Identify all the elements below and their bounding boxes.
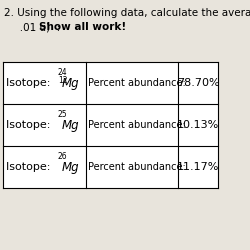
Text: Percent abundance:: Percent abundance: (88, 162, 186, 172)
Text: Percent abundance:: Percent abundance: (88, 120, 186, 130)
Text: Mg: Mg (62, 76, 80, 90)
Text: Isotope:: Isotope: (6, 78, 54, 88)
Text: 24: 24 (58, 68, 68, 77)
Text: 2. Using the following data, calculate the average a: 2. Using the following data, calculate t… (4, 8, 250, 18)
Text: Percent abundance:: Percent abundance: (88, 78, 186, 88)
FancyBboxPatch shape (3, 62, 218, 188)
Text: 78.70%: 78.70% (177, 78, 220, 88)
Text: Isotope:: Isotope: (6, 162, 54, 172)
Text: Mg: Mg (62, 160, 80, 173)
Text: 12: 12 (58, 76, 68, 86)
Text: Show all work!: Show all work! (39, 22, 126, 32)
Text: Mg: Mg (62, 118, 80, 132)
Text: Isotope:: Isotope: (6, 120, 54, 130)
Text: 26: 26 (58, 152, 68, 161)
Text: .01 u)  :: .01 u) : (10, 22, 64, 32)
Text: 10.13%: 10.13% (177, 120, 219, 130)
Text: 25: 25 (58, 110, 68, 119)
Text: 11.17%: 11.17% (177, 162, 219, 172)
